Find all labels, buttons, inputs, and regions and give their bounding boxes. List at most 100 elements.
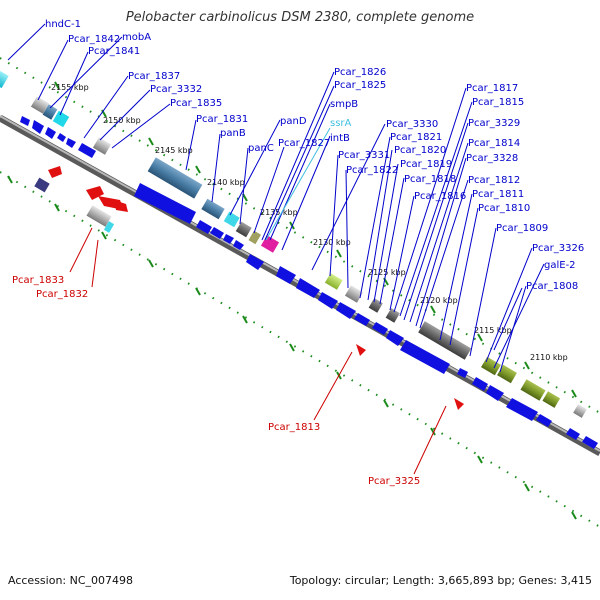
gene-label: Pcar_1819	[400, 159, 452, 170]
Pcar_1827-gene	[248, 230, 261, 245]
topology-text: Topology: circular; Length: 3,665,893 bp…	[289, 574, 592, 587]
Pcar_1816-gene	[385, 308, 400, 323]
cds-arrow	[134, 183, 196, 224]
gene-labels-upper: hndC-1 Pcar_1842 mobA Pcar_1841 Pcar_183…	[45, 19, 584, 292]
cds-arrow	[296, 278, 320, 298]
red-cds-arrow	[114, 200, 128, 212]
gene-label: Pcar_1825	[334, 80, 386, 91]
gene-label: Pcar_1811	[472, 189, 524, 200]
cds-arrow	[336, 302, 356, 319]
red-cds-arrow	[48, 166, 62, 178]
cds-arrow	[486, 385, 504, 401]
gene-label: Pcar_1818	[404, 174, 456, 185]
kbp-label: 2125 kbp	[368, 268, 406, 277]
Pcar_1822-gene	[344, 285, 364, 303]
Pcar_1813-arrow	[356, 344, 366, 356]
kbp-label: 2145 kbp	[155, 146, 193, 155]
map-title: Pelobacter carbinolicus DSM 2380, comple…	[125, 10, 475, 25]
major-ticks-outer	[54, 81, 577, 398]
cds-arrow	[386, 330, 404, 346]
gene-label: Pcar_3329	[468, 118, 520, 129]
gene-label: Pcar_1833	[12, 275, 64, 286]
cds-arrow	[32, 120, 44, 134]
gene-label: Pcar_1808	[526, 281, 578, 292]
gene-label: Pcar_1816	[414, 191, 466, 202]
cds-arrow	[457, 368, 468, 378]
panC-gene	[235, 221, 252, 238]
kbp-label: 2110 kbp	[530, 353, 568, 362]
inner-dotted-track	[0, 171, 600, 528]
cds-arrow	[372, 322, 388, 335]
gene-label: panC	[248, 143, 274, 154]
cds-arrow	[233, 240, 244, 250]
gene-label: Pcar_1831	[196, 114, 248, 125]
gene-label: Pcar_1810	[478, 203, 530, 214]
gene-label: Pcar_1817	[466, 83, 518, 94]
upper-features	[0, 69, 587, 418]
kbp-label: 2135 kbp	[260, 208, 298, 217]
Pcar_1832-gene	[103, 221, 115, 233]
Pcar_1842-gene	[30, 96, 50, 114]
cds-arrow	[318, 292, 338, 309]
tick-tracks	[0, 57, 600, 528]
cds-arrow	[506, 398, 538, 421]
kbp-label: 2120 kbp	[420, 296, 458, 305]
cds-arrow	[57, 133, 66, 142]
Pcar_1808-gene	[573, 404, 587, 418]
gene-label: Pcar_1814	[468, 138, 520, 149]
gene-label: Pcar_1832	[36, 289, 88, 300]
kbp-label: 2115 kbp	[474, 326, 512, 335]
cds-arrow	[246, 254, 264, 270]
gene-label: Pcar_1809	[496, 223, 548, 234]
Pcar_3331-gene	[324, 273, 343, 290]
gene-label: mobA	[122, 32, 151, 43]
gene-labels-lower: Pcar_1833 Pcar_1832 Pcar_1813 Pcar_3325	[12, 275, 420, 487]
gene-label: Pcar_1822	[346, 165, 398, 176]
ssrA-leader	[265, 127, 331, 241]
cds-arrow	[536, 414, 552, 427]
Pcar_1841-gene	[52, 110, 70, 128]
cds-arrow	[196, 220, 212, 234]
cds-arrow	[276, 266, 296, 284]
gene-label: panD	[280, 116, 307, 127]
gene-label: Pcar_1827	[278, 138, 330, 149]
Pcar_1831-gene	[147, 157, 203, 199]
cds-arrow	[354, 313, 370, 326]
cds-arrow	[566, 428, 580, 440]
kbp-label: 2140 kbp	[207, 178, 245, 187]
mobA-gene	[42, 104, 58, 120]
panB-gene	[201, 198, 225, 220]
gene-label: Pcar_3328	[466, 153, 518, 164]
gene-label: Pcar_1842	[68, 34, 120, 45]
cds-arrow	[210, 227, 224, 239]
cds-arrow	[223, 234, 234, 244]
cds-arrow	[45, 127, 56, 139]
gene-label: Pcar_3330	[386, 119, 438, 130]
outer-dotted-track	[0, 57, 600, 414]
gene-label: Pcar_1841	[88, 46, 140, 57]
gene-label: hndC-1	[45, 19, 81, 30]
gene-label: Pcar_3325	[368, 476, 420, 487]
Pcar_1837-gene	[92, 137, 112, 155]
lower-features	[34, 166, 464, 410]
Pcar_1809-gene	[497, 364, 517, 384]
gene-label: Pcar_1821	[390, 132, 442, 143]
cds-arrow	[78, 143, 96, 158]
smpB-gene	[260, 235, 280, 253]
gene-label: Pcar_1812	[468, 175, 520, 186]
red-label-leaders	[69, 227, 447, 475]
label-leaders	[7, 23, 545, 373]
Pcar_1819-gene	[368, 298, 383, 313]
gene-label: Pcar_3331	[338, 150, 390, 161]
gene-label: galE-2	[544, 260, 576, 271]
Pcar_3325-arrow	[454, 398, 464, 410]
gene-label: smpB	[330, 99, 358, 110]
galE-2-gene	[542, 391, 561, 408]
blue-cds-arrows	[20, 116, 598, 449]
gene-label: Pcar_1815	[472, 97, 524, 108]
gene-label: Pcar_1835	[170, 98, 222, 109]
Pcar_3326-gene	[520, 379, 546, 401]
cds-arrow	[472, 377, 488, 391]
cds-arrow	[66, 138, 76, 148]
